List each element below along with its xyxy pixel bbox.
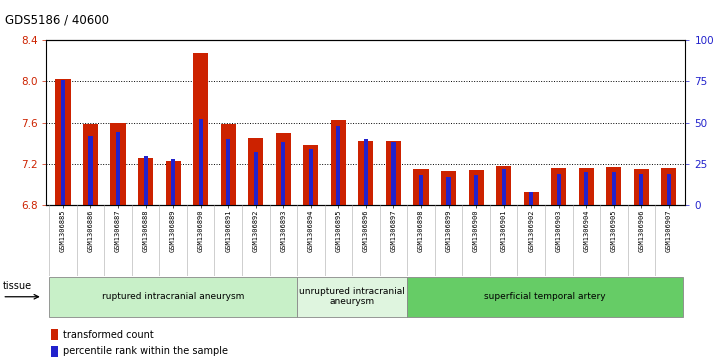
Bar [198, 119, 203, 205]
Bar [61, 79, 65, 205]
Bar [276, 133, 291, 205]
Bar [639, 174, 643, 205]
Bar [116, 132, 120, 205]
Bar [468, 170, 483, 205]
Bar [474, 175, 478, 205]
Bar [612, 172, 616, 205]
Bar [661, 168, 676, 205]
Bar [138, 158, 153, 205]
Bar [144, 155, 148, 205]
Bar [308, 149, 313, 205]
Bar [446, 177, 451, 205]
Bar [89, 136, 93, 205]
Bar [56, 79, 71, 205]
Bar [584, 172, 588, 205]
Bar [667, 174, 671, 205]
Bar [419, 175, 423, 205]
Bar [111, 122, 126, 205]
Bar [364, 139, 368, 205]
Text: superficial temporal artery: superficial temporal artery [484, 292, 605, 301]
FancyBboxPatch shape [49, 277, 297, 317]
Bar [634, 169, 649, 205]
Bar [501, 169, 506, 205]
Bar [441, 171, 456, 205]
Text: unruptured intracranial
aneurysm: unruptured intracranial aneurysm [299, 287, 405, 306]
Bar [248, 138, 263, 205]
Text: GDS5186 / 40600: GDS5186 / 40600 [5, 14, 109, 27]
Bar [557, 174, 560, 205]
Bar [386, 141, 401, 205]
Bar [331, 121, 346, 205]
FancyBboxPatch shape [297, 277, 407, 317]
Bar [358, 141, 373, 205]
Text: percentile rank within the sample: percentile rank within the sample [63, 346, 228, 356]
Bar [51, 346, 59, 357]
Bar [523, 192, 539, 205]
Bar [529, 192, 533, 205]
Bar [413, 169, 428, 205]
Bar [253, 152, 258, 205]
Bar [221, 123, 236, 205]
Bar [579, 168, 594, 205]
Bar [606, 167, 621, 205]
Bar [303, 145, 318, 205]
Bar [171, 159, 175, 205]
Bar [281, 142, 286, 205]
Bar [166, 161, 181, 205]
FancyBboxPatch shape [407, 277, 683, 317]
Bar [193, 53, 208, 205]
Bar [336, 126, 341, 205]
Bar [391, 142, 396, 205]
Text: ruptured intracranial aneurysm: ruptured intracranial aneurysm [102, 292, 244, 301]
Bar [226, 139, 231, 205]
Bar [83, 123, 98, 205]
Bar [551, 168, 566, 205]
Bar [51, 329, 59, 340]
Text: transformed count: transformed count [63, 330, 154, 340]
Bar [496, 166, 511, 205]
Text: tissue: tissue [2, 281, 31, 291]
